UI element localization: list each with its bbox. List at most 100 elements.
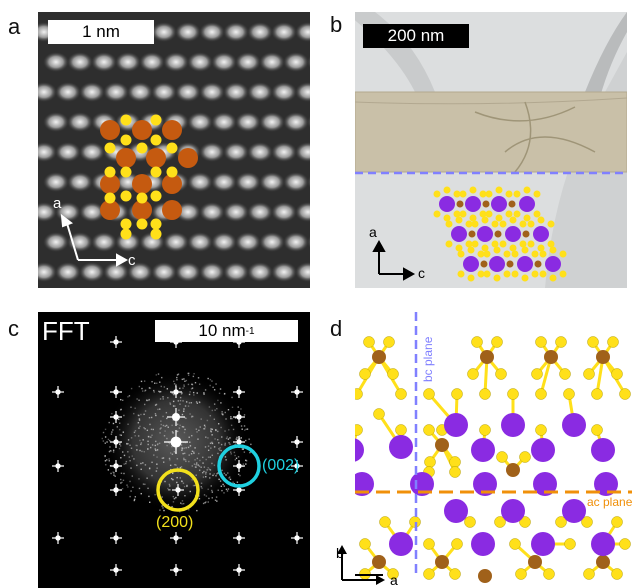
s-atom xyxy=(591,388,603,400)
s-atom xyxy=(496,451,508,463)
yellow-atom xyxy=(166,166,178,178)
panel-letter-a: a xyxy=(8,14,21,39)
s-atom xyxy=(611,568,623,580)
panel-b-tem-image: 200 nm a c xyxy=(355,12,627,288)
s-atom xyxy=(607,336,619,348)
orange-atom xyxy=(178,148,198,168)
s-atom xyxy=(555,336,567,348)
orange-atom xyxy=(146,148,166,168)
orange-atom xyxy=(162,120,182,140)
s-atom xyxy=(423,568,435,580)
brown-atom xyxy=(528,555,542,569)
purple-atom xyxy=(471,438,495,462)
s-atom xyxy=(387,368,399,380)
orange-atom xyxy=(132,120,152,140)
purple-atom xyxy=(355,472,374,496)
panel-a-axis-label-a: a xyxy=(53,195,62,212)
orange-atom xyxy=(100,200,120,220)
brown-atom xyxy=(478,569,492,583)
panel-d-axis-label-a: a xyxy=(390,572,398,588)
label-200: (200) xyxy=(156,514,194,531)
s-atom xyxy=(451,388,463,400)
yellow-atom xyxy=(120,190,132,202)
purple-atom xyxy=(501,499,525,523)
s-atom xyxy=(383,336,395,348)
yellow-atom xyxy=(150,114,162,126)
s-atom xyxy=(479,424,491,436)
s-atom xyxy=(387,568,399,580)
circle-002 xyxy=(217,444,261,488)
purple-atom xyxy=(491,196,507,212)
yellow-atom xyxy=(150,166,162,178)
s-atom xyxy=(507,388,519,400)
s-atom xyxy=(587,336,599,348)
s-atom xyxy=(535,336,547,348)
s-atom xyxy=(423,538,435,550)
s-atom xyxy=(519,516,531,528)
circle-200 xyxy=(156,468,200,512)
panel-c-fft-image: FFT 10 nm -1 (002) (200) xyxy=(38,312,310,588)
panel-d-structure xyxy=(355,312,632,583)
s-atom xyxy=(611,368,623,380)
purple-atom xyxy=(591,532,615,556)
panel-b-nanosheet xyxy=(355,12,627,288)
panel-a-scalebar: 1 nm xyxy=(48,20,154,44)
s-atom xyxy=(491,336,503,348)
bc-plane-label: bc plane xyxy=(421,336,435,382)
s-atom xyxy=(424,456,436,468)
s-atom xyxy=(611,516,623,528)
s-atom xyxy=(591,424,603,436)
yellow-atom xyxy=(136,192,148,204)
yellow-atom xyxy=(150,228,162,240)
purple-atom xyxy=(505,226,521,242)
purple-atom xyxy=(444,499,468,523)
purple-atom xyxy=(463,256,479,272)
brown-atom xyxy=(544,350,558,364)
orange-atom xyxy=(162,174,182,194)
purple-atom xyxy=(389,532,413,556)
purple-atom xyxy=(531,438,555,462)
s-atom xyxy=(467,368,479,380)
s-atom xyxy=(583,568,595,580)
orange-atom xyxy=(116,148,136,168)
yellow-atom xyxy=(120,228,132,240)
orange-atom xyxy=(132,200,152,220)
yellow-atom xyxy=(166,142,178,154)
scalebar-superscript: -1 xyxy=(245,325,255,337)
s-atom xyxy=(515,568,527,580)
yellow-atom xyxy=(104,192,116,204)
purple-atom xyxy=(410,472,434,496)
purple-atom xyxy=(389,435,413,459)
panel-letter-d: d xyxy=(330,316,343,341)
brown-atom xyxy=(435,555,449,569)
purple-atom xyxy=(471,532,495,556)
purple-atom xyxy=(477,226,493,242)
purple-atom xyxy=(517,256,533,272)
s-atom xyxy=(464,516,476,528)
s-atom xyxy=(423,424,435,436)
panel-d-axis-label-b: b xyxy=(336,545,344,561)
s-atom xyxy=(563,388,575,400)
yellow-atom xyxy=(104,142,116,154)
purple-atom xyxy=(439,196,455,212)
s-atom xyxy=(559,368,571,380)
fft-title: FFT xyxy=(42,316,90,346)
s-atom xyxy=(495,368,507,380)
panel-c-fft-pattern xyxy=(38,312,310,588)
s-atom xyxy=(373,408,385,420)
s-atom xyxy=(359,368,371,380)
s-atom xyxy=(543,568,555,580)
purple-atom xyxy=(473,472,497,496)
s-atom xyxy=(509,538,521,550)
s-atom xyxy=(619,538,631,550)
s-atom xyxy=(581,516,593,528)
purple-atom xyxy=(545,256,561,272)
purple-atom xyxy=(562,413,586,437)
s-atom xyxy=(479,388,491,400)
axis-arrows xyxy=(372,239,416,281)
yellow-atom xyxy=(104,166,116,178)
brown-atom xyxy=(596,350,610,364)
s-atom xyxy=(359,538,371,550)
brown-atom xyxy=(596,555,610,569)
ac-plane-label: ac plane xyxy=(587,495,632,509)
